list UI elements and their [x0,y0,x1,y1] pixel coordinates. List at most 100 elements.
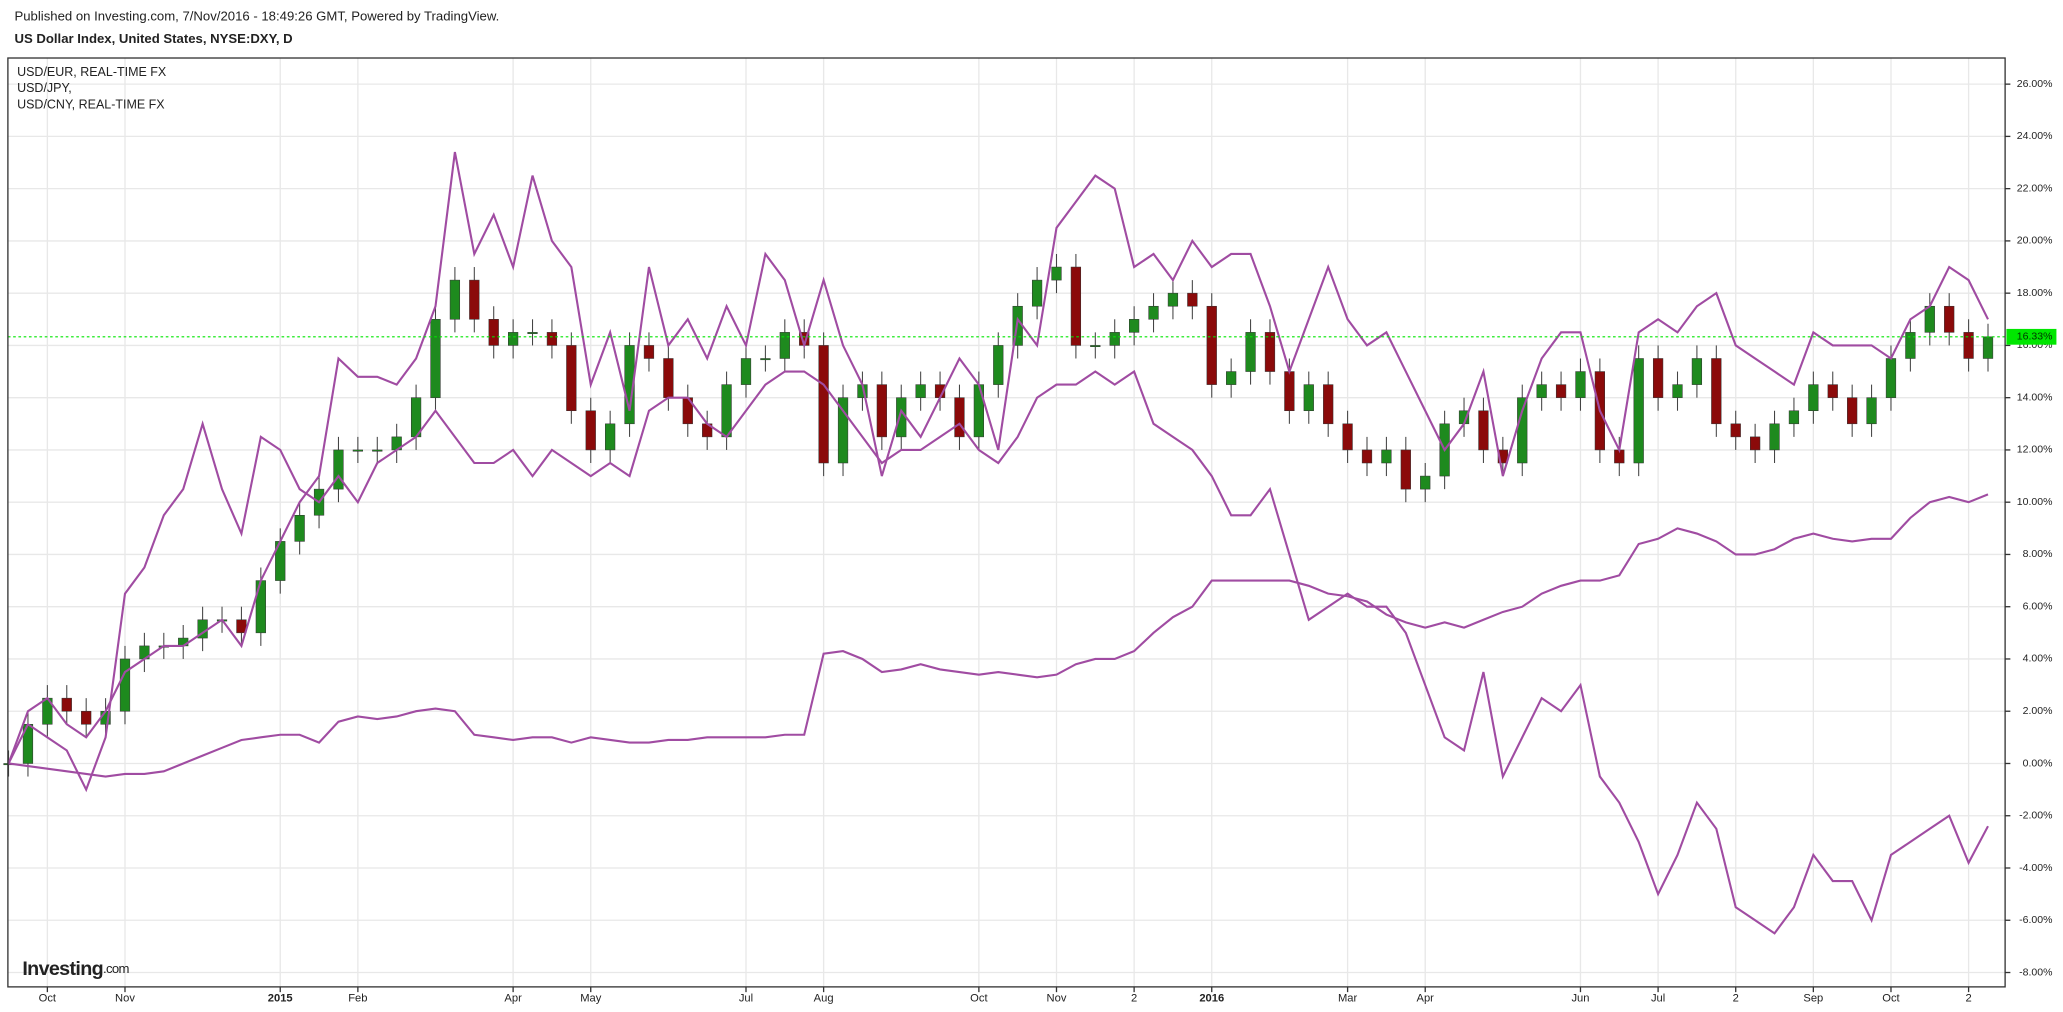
candle-body [449,279,461,320]
y-tick-label: 22.00% [2017,182,2053,194]
series-line [7,151,1989,764]
x-tick-label: 2 [1131,993,1137,1005]
x-tick-label: Nov [1047,993,1067,1005]
candle-body [1031,279,1043,307]
candle-body [1381,449,1392,464]
candle-body [1342,423,1353,451]
y-tick-label: 20.00% [2017,235,2053,247]
logo: Investing.com [22,958,129,980]
x-tick-label: Nov [115,993,135,1005]
candle-body [1167,292,1179,307]
chart-title: US Dollar Index, United States, NYSE:DXY… [14,31,292,46]
candle-body [1187,292,1198,307]
candle-body [1730,423,1741,438]
candle-body [352,449,363,452]
y-tick-label: -4.00% [2019,862,2052,874]
candle-body [1264,332,1276,372]
y-tick-label: 26.00% [2017,78,2053,90]
candle-body [1924,305,1935,333]
legend: USD/EUR, REAL-TIME FX USD/JPY, USD/CNY, RE… [17,65,167,112]
y-tick-label: -6.00% [2019,914,2052,926]
series-line [7,369,1989,935]
y-tick-label: -8.00% [2019,966,2052,978]
candle-body [1769,423,1780,451]
x-tick-label: Oct [39,993,57,1005]
x-tick-label: Mar [1338,993,1358,1005]
candle-body [1070,266,1082,346]
y-tick-label: 24.00% [2017,130,2053,142]
candle-body [546,332,558,346]
x-tick-label: Oct [1882,993,1900,1005]
candle-body [1711,358,1722,425]
candle-body [1284,371,1295,412]
candle-body [760,358,771,361]
candle-body [1808,384,1819,412]
candle-body [779,332,790,359]
y-tick-label: 0.00% [2023,757,2053,769]
legend-entry: USD/JPY, [17,81,72,95]
candle-body [1866,397,1877,425]
x-tick-label: Jul [1651,993,1665,1005]
header: Published on Investing.com, 7/Nov/2016 -… [14,9,499,24]
candle-body [1982,336,1994,359]
candle-body [1827,384,1838,398]
y-tick-label: 2.00% [2023,705,2053,717]
candle-body [81,710,92,725]
candle-body [1323,384,1334,425]
candle-body [643,345,655,359]
candle-body [876,384,887,438]
candle-body [1750,436,1761,451]
y-tick-label: 4.00% [2023,653,2053,665]
candle-body [566,345,577,412]
candle-body [469,279,480,320]
x-tick-label: May [580,993,602,1005]
candle-body [818,345,829,464]
y-tick-label: 8.00% [2023,548,2053,560]
last-price-label: 16.33% [2017,331,2053,343]
candle-body [1478,410,1489,451]
x-tick-label: Apr [504,993,522,1005]
axes: -8.00% -6.00% -4.00% -2.00% 0.00% 2.00% 4.00% 6… [39,78,2057,1005]
candle-body [1555,384,1567,398]
candle-body [1090,345,1101,348]
x-tick-label: Apr [1417,993,1435,1005]
y-tick-label: 18.00% [2017,287,2053,299]
candle-body [624,345,635,425]
candle-body [488,319,499,346]
y-tick-label: 6.00% [2023,600,2053,612]
logo-suffix: .com [103,961,130,976]
y-tick-label: -2.00% [2019,810,2052,822]
candle-body [1963,332,1974,359]
candle-body [372,449,383,452]
candle-body [294,514,305,542]
plot-frame [7,57,2006,988]
x-tick-label: Sep [1803,993,1823,1005]
candle-body [119,658,131,712]
x-tick-label: 2016 [1199,993,1224,1005]
candle-body [1788,410,1800,425]
candle-body [1051,266,1062,281]
candle-body [430,319,441,398]
y-tick-label: 12.00% [2017,444,2053,456]
candle-body [1652,358,1664,398]
candle-body [1226,371,1237,385]
series-line [8,493,1989,778]
candle-body [663,358,674,398]
x-tick-label: Oct [970,993,988,1005]
x-tick-label: 2 [1965,993,1971,1005]
candle-body [896,397,907,438]
x-tick-label: Aug [814,993,834,1005]
candle-body [1400,449,1411,490]
y-tick-label: 14.00% [2017,391,2053,403]
plot [3,151,2006,935]
candle-body [61,697,72,712]
candle-body [1245,332,1256,372]
candle-body [837,397,849,464]
candle-body [527,332,538,334]
candle-body [1691,358,1703,385]
candle-body [1885,358,1897,398]
candle-body [508,332,519,346]
candle-body [585,410,596,451]
